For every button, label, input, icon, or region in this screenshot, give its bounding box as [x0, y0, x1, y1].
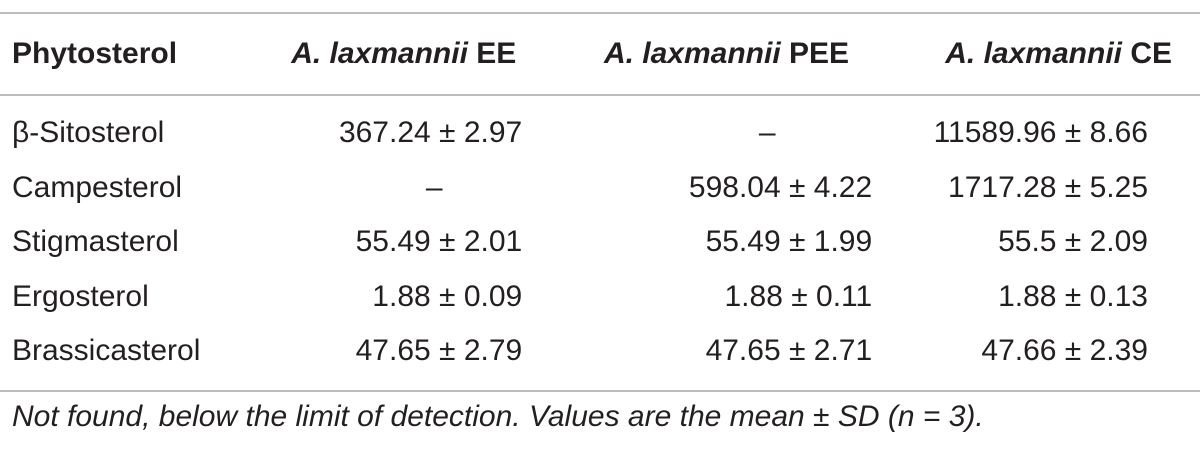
- table-row: Stigmasterol 55.49 ± 2.01 55.49 ± 1.99 5…: [0, 215, 1200, 270]
- header-ee: A. laxmannii EE: [291, 37, 517, 70]
- cell-ee: 1.88 ± 0.09: [372, 279, 523, 313]
- row-name: β-Sitosterol: [12, 116, 165, 150]
- cell-ee: 367.24 ± 2.97: [338, 116, 523, 150]
- table-header: Phytosterol A. laxmannii EE A. laxmannii…: [0, 14, 1200, 94]
- table-row: Brassicasterol 47.65 ± 2.79 47.65 ± 2.71…: [0, 324, 1200, 379]
- cell-ee: –: [425, 170, 443, 204]
- table-row: Ergosterol 1.88 ± 0.09 1.88 ± 0.11 1.88 …: [0, 270, 1200, 325]
- cell-ee: 47.65 ± 2.79: [355, 334, 523, 368]
- cell-ce: 1717.28 ± 5.25: [948, 170, 1148, 204]
- cell-pee: –: [758, 116, 776, 150]
- table-row: Campesterol – 598.04 ± 4.22 1717.28 ± 5.…: [0, 161, 1200, 216]
- row-name: Brassicasterol: [12, 334, 201, 368]
- cell-ee: 55.49 ± 2.01: [355, 225, 523, 259]
- cell-pee: 47.65 ± 2.71: [705, 334, 873, 368]
- cell-pee: 598.04 ± 4.22: [688, 170, 873, 204]
- header-phytosterol: Phytosterol: [12, 37, 178, 70]
- table-body: β-Sitosterol 367.24 ± 2.97 – 11589.96 ± …: [0, 106, 1200, 379]
- table-top-rule: [0, 12, 1200, 14]
- header-pee: A. laxmannii PEE: [603, 37, 850, 70]
- cell-ce: 47.66 ± 2.39: [981, 334, 1148, 368]
- cell-ce: 1.88 ± 0.13: [998, 279, 1148, 313]
- cell-pee: 1.88 ± 0.11: [724, 279, 873, 313]
- table-header-rule: [0, 94, 1200, 96]
- header-row: Phytosterol A. laxmannii EE A. laxmannii…: [0, 14, 1200, 94]
- table-footnote: Not found, below the limit of detection.…: [12, 400, 984, 433]
- row-name: Ergosterol: [12, 279, 149, 313]
- cell-ce: 11589.96 ± 8.66: [933, 116, 1148, 150]
- row-name: Stigmasterol: [12, 225, 179, 259]
- table-bottom-rule: [0, 390, 1200, 392]
- cell-ce: 55.5 ± 2.09: [998, 225, 1148, 259]
- header-ce: A. laxmannii CE: [945, 37, 1172, 70]
- cell-pee: 55.49 ± 1.99: [705, 225, 873, 259]
- table-row: β-Sitosterol 367.24 ± 2.97 – 11589.96 ± …: [0, 106, 1200, 161]
- row-name: Campesterol: [12, 170, 183, 204]
